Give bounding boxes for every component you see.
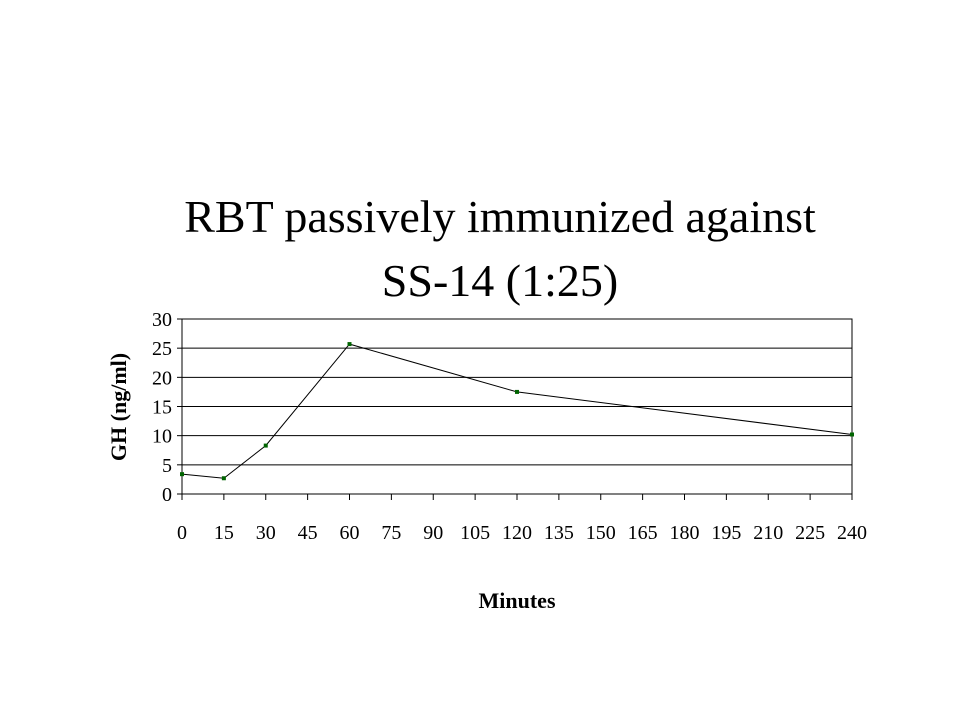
data-point bbox=[850, 432, 854, 437]
x-tick-label: 15 bbox=[214, 522, 234, 544]
y-axis-ticks: 0 5 10 15 20 25 30 bbox=[152, 309, 182, 506]
slide-title: RBT passively immunized against SS-14 (1… bbox=[0, 185, 960, 313]
x-tick-label: 150 bbox=[586, 522, 616, 544]
x-tick-label: 120 bbox=[502, 522, 532, 544]
x-tick-label: 90 bbox=[423, 522, 443, 544]
grid-lines bbox=[182, 318, 852, 495]
y-tick-label: 0 bbox=[162, 484, 172, 506]
y-tick-label: 30 bbox=[152, 309, 172, 331]
x-tick-label: 225 bbox=[795, 522, 825, 544]
x-tick-label: 0 bbox=[177, 522, 187, 544]
data-point bbox=[221, 476, 226, 481]
y-axis-title: GH (ng/ml) bbox=[106, 353, 131, 461]
data-point bbox=[347, 342, 352, 347]
x-tick-label: 180 bbox=[670, 522, 700, 544]
x-tick-label: 195 bbox=[711, 522, 741, 544]
slide-title-line-2: SS-14 (1:25) bbox=[381, 255, 619, 306]
y-tick-label: 10 bbox=[152, 426, 172, 448]
y-tick-label: 5 bbox=[162, 455, 172, 477]
slide-title-line-1: RBT passively immunized against bbox=[184, 191, 816, 242]
x-tick-label: 210 bbox=[753, 522, 783, 544]
x-axis-title: Minutes bbox=[479, 588, 556, 613]
x-tick-label: 240 bbox=[837, 522, 867, 544]
series-line bbox=[181, 343, 853, 479]
x-tick-label: 135 bbox=[544, 522, 574, 544]
data-point bbox=[263, 443, 268, 448]
x-tick-label: 60 bbox=[340, 522, 360, 544]
y-tick-label: 15 bbox=[152, 397, 172, 419]
y-tick-label: 25 bbox=[152, 338, 172, 360]
x-tick-label: 105 bbox=[460, 522, 490, 544]
y-tick-label: 20 bbox=[152, 367, 172, 389]
data-point bbox=[515, 389, 519, 394]
x-tick-label: 165 bbox=[628, 522, 658, 544]
data-point bbox=[180, 472, 184, 477]
x-tick-label: 45 bbox=[298, 522, 318, 544]
series-group bbox=[180, 342, 854, 481]
x-tick-label: 30 bbox=[256, 522, 276, 544]
x-axis-ticks: 0 15 30 45 60 75 90 105 120 135 150 165 180 195 210 225… bbox=[177, 494, 867, 544]
x-tick-label: 75 bbox=[381, 522, 401, 544]
